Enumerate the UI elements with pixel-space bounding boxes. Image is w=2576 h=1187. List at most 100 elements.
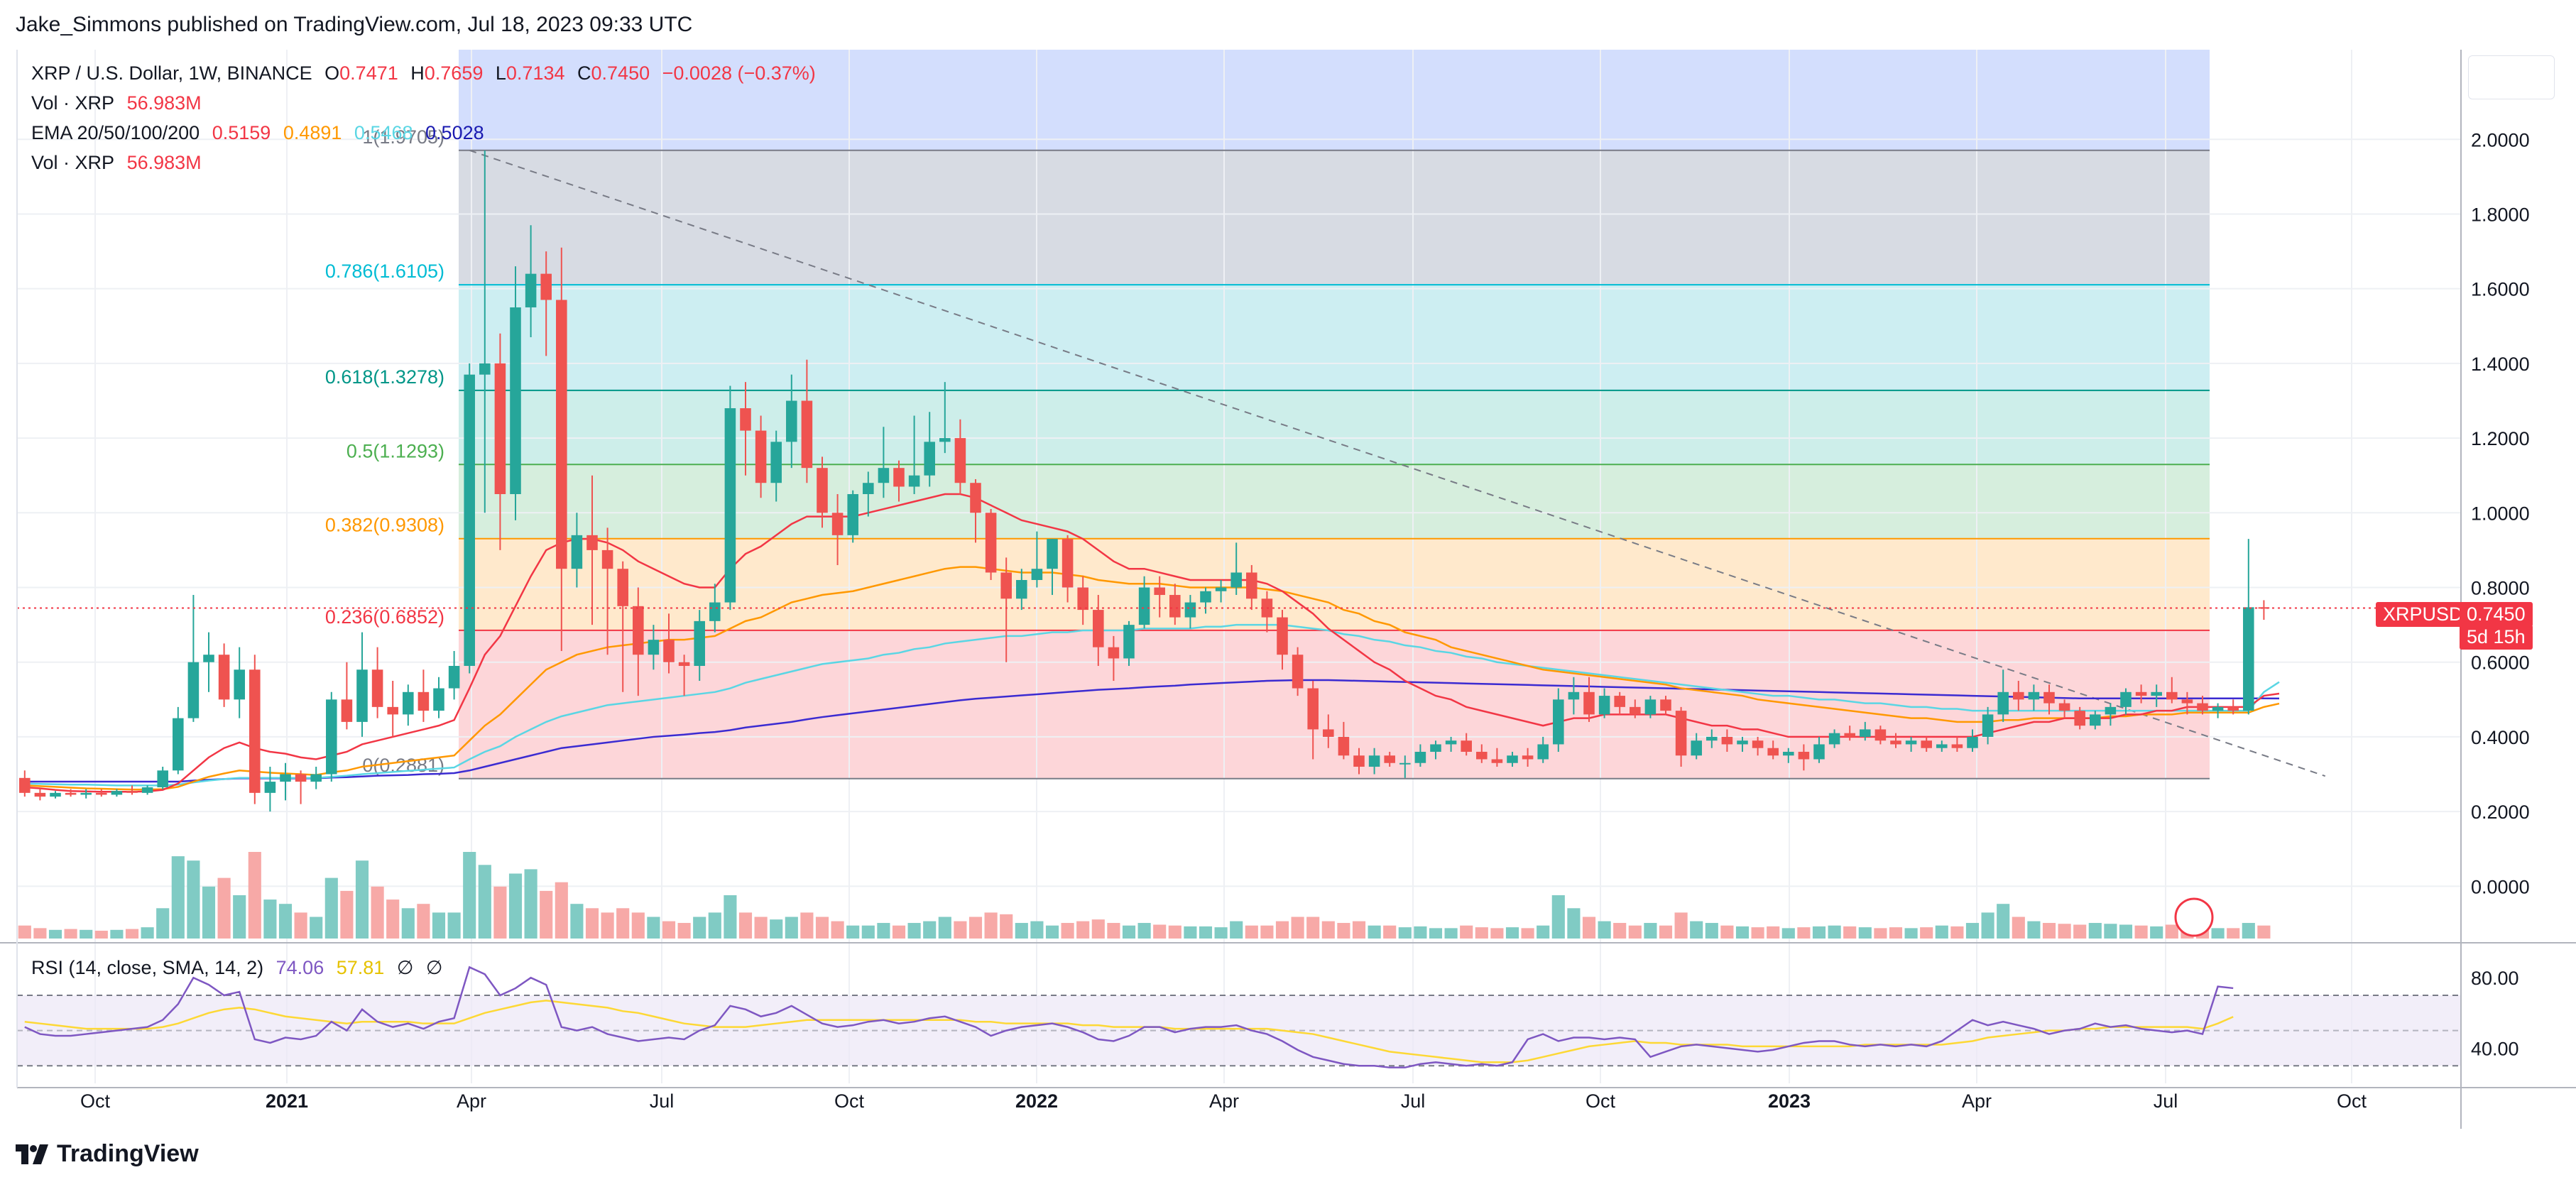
rsi-null-1: ∅ [396,957,414,978]
volume-bar [2104,924,2117,939]
volume-bar [447,912,461,939]
candle-body [954,438,966,483]
volume-bar [417,904,430,939]
candle-body [1184,602,1196,618]
volume-bar [1567,908,1581,939]
volume-bar [1260,925,1274,939]
chart-settings-button[interactable] [2468,55,2555,99]
volume-bar [662,921,676,939]
volume-bar [432,912,446,939]
candle-body [878,468,890,483]
candle-body [601,549,613,569]
price-tick-label: 0.6000 [2471,652,2530,674]
candle-body [1200,591,1211,603]
candle-body [1507,755,1518,763]
candle-body [586,535,598,550]
candle-body [970,483,981,513]
candle-body [1461,740,1472,752]
candle-body [1338,736,1350,756]
candle-body [2243,607,2254,711]
ema-legend[interactable]: EMA 20/50/100/200 0.5159 0.4891 0.5468 0… [31,122,491,144]
volume-bar [1582,917,1596,939]
ema200-line [24,679,2280,783]
candle-body [1368,755,1380,767]
candles [17,151,2461,937]
time-tick-label: Jul [2154,1090,2178,1112]
candle-body [1675,711,1687,756]
volume-label: Vol · XRP [31,92,115,114]
volume-bar [1475,927,1488,939]
candle-body [1292,655,1304,689]
volume-bar [524,869,537,939]
candle-body [1997,691,2009,715]
volume-bar [708,912,721,939]
volume-bar [340,890,354,939]
candle-body [1169,595,1181,618]
volume-bar [1812,926,1826,939]
axes [0,50,2576,1129]
volume-bar [1797,927,1811,939]
candle-body [1353,755,1365,767]
candle-body [111,791,123,795]
volume-bar [585,908,599,939]
volume-bar [217,877,231,939]
candle-body [2043,691,2055,704]
rsi-band-zone [17,995,2461,1066]
candle-body [1967,736,1978,748]
price-tick-label: 1.8000 [2471,204,2530,225]
last-price-tag: 0.7450 [2460,602,2533,627]
volume-bar [1950,926,1964,939]
candle-body [571,535,583,569]
volume-bar [815,917,829,939]
candle-body [801,400,813,469]
rsi-legend[interactable]: RSI (14, close, SMA, 14, 2) 74.06 57.81 … [31,957,449,979]
ema50-line [24,566,2280,791]
volume-bar [493,886,507,939]
candle-body [173,718,184,771]
candle-body [1246,572,1257,599]
volume-bar [1000,914,1013,939]
volume-bar [1781,928,1795,939]
volume-bar [33,928,47,939]
candle-body [1737,740,1748,745]
candle-body [433,688,444,711]
volume-bar [478,865,491,939]
trendline [469,149,2326,777]
footer-brand[interactable]: TradingView [16,1140,199,1168]
price-tick-label: 0.4000 [2471,727,2530,748]
volume-bar [800,912,814,939]
volume-bar [846,925,860,939]
candle-body [218,655,230,700]
volume-bar [2242,923,2255,939]
volume-bar [1107,923,1120,939]
candle-body [755,430,767,483]
candle-body [387,706,398,715]
candle-body [648,640,660,655]
volume-legend-2[interactable]: Vol · XRP 56.983M [31,152,209,174]
volume-bar [1889,927,1903,939]
volume-bar [968,917,983,939]
candle-body [417,691,430,711]
volume-bar [1767,926,1780,939]
fib-label: 0.236(0.6852) [325,606,444,628]
volume-bar [1015,923,1028,939]
event-flag-icon [2174,897,2214,937]
rsi-line [24,966,2234,1068]
candle-body [1430,744,1441,752]
candle-body [1445,740,1457,745]
symbol-legend[interactable]: XRP / U.S. Dollar, 1W, BINANCE O0.7471 H… [31,62,823,84]
rsi-value: 74.06 [275,957,324,978]
candle-body [187,662,200,718]
candle-body [1644,699,1657,715]
volume-bar [555,882,568,939]
high-label: H [410,62,425,84]
volume-bar [1997,904,2010,939]
volume-legend[interactable]: Vol · XRP 56.983M [31,92,209,114]
volume-bar [1306,917,1320,939]
volume-bar [64,929,77,939]
fib-label: 0.786(1.6105) [325,261,444,282]
volume-bar [2257,925,2271,939]
candle-body [633,606,644,655]
fib-zone-top [459,50,2210,151]
